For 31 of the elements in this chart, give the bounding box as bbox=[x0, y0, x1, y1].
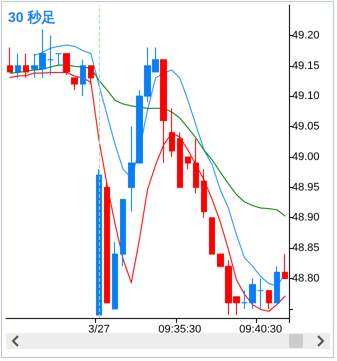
candlestick bbox=[177, 132, 183, 188]
y-tick-label: 49.10 bbox=[292, 90, 320, 102]
candlestick bbox=[80, 59, 86, 97]
y-tick-label: 49.15 bbox=[292, 60, 320, 72]
candlestick bbox=[209, 217, 215, 255]
candlestick bbox=[120, 198, 126, 267]
y-tick-label: 49.20 bbox=[292, 29, 320, 42]
x-tick-label: 09:35:30 bbox=[158, 324, 202, 336]
chart-title: 30 秒足 bbox=[8, 9, 56, 27]
y-tick-label: 48.95 bbox=[292, 181, 320, 194]
y-tick-label: 48.85 bbox=[292, 242, 320, 254]
line-series bbox=[10, 64, 286, 216]
y-tick-label: 49.00 bbox=[292, 150, 320, 163]
y-tick-label: 48.80 bbox=[292, 272, 320, 284]
candlestick bbox=[201, 168, 207, 218]
candlestick bbox=[71, 77, 78, 91]
y-tick-label: 48.90 bbox=[292, 212, 320, 224]
candlestick bbox=[112, 242, 118, 310]
candlestick bbox=[266, 290, 272, 310]
candlestick bbox=[169, 108, 175, 158]
candlestick bbox=[185, 156, 191, 170]
y-tick-label: 49.05 bbox=[292, 120, 320, 133]
candlestick bbox=[274, 266, 280, 304]
candlestick bbox=[282, 254, 288, 279]
candlestick bbox=[7, 47, 13, 72]
x-tick-label: 3/27 bbox=[88, 324, 110, 336]
candlestick bbox=[55, 53, 62, 66]
candlestick bbox=[193, 138, 199, 194]
candlestick bbox=[15, 53, 21, 78]
x-tick-label: 09:40:30 bbox=[239, 324, 282, 336]
candlestick bbox=[104, 180, 110, 304]
